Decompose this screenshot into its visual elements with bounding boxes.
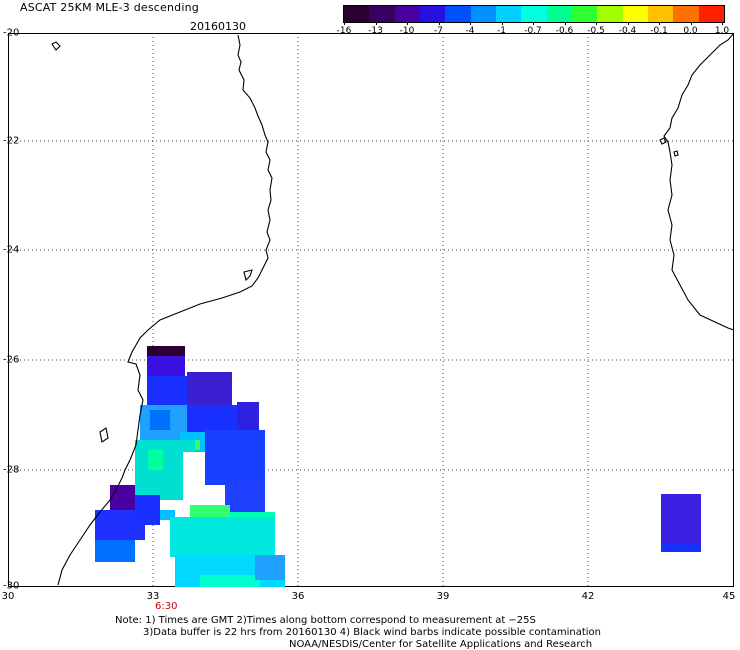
colorbar-label: -0.4 [618, 26, 637, 36]
colorbar-swatch [419, 6, 446, 22]
lat-label: -24 [3, 244, 20, 256]
colorbar-swatch [546, 6, 572, 22]
lon-label: 42 [581, 591, 595, 602]
colorbar-swatch [369, 6, 395, 22]
map-date: 20160130 [190, 20, 246, 33]
colorbar-swatch [495, 6, 522, 22]
wind-swath [95, 346, 701, 587]
colorbar-tick [375, 22, 377, 25]
colorbar-tick [627, 22, 629, 25]
note-line-2: 3)Data buffer is 22 hrs from 20160130 4)… [143, 627, 601, 638]
colorbar-swatch [571, 6, 598, 22]
colorbar-label: 1.0 [714, 26, 730, 36]
colorbar-label: -0.1 [650, 26, 668, 36]
colorbar-swatch [394, 6, 420, 22]
colorbar-tick [533, 22, 534, 25]
map-title: ASCAT 25KM MLE-3 descending [20, 1, 199, 14]
colorbar-tick [722, 22, 723, 25]
colorbar-label: -0.5 [587, 26, 605, 36]
lon-label: 39 [436, 591, 450, 602]
colorbar-tick [659, 22, 660, 25]
lon-label: 33 [146, 591, 160, 602]
colorbar-swatch [622, 6, 648, 22]
colorbar-swatch [647, 6, 674, 22]
colorbar-tick [344, 22, 345, 25]
map-frame [8, 33, 734, 587]
colorbar-tick [470, 22, 471, 25]
coastline [51, 32, 735, 586]
colorbar-label: -13 [368, 26, 383, 36]
lon-label: 30 [1, 591, 15, 602]
colorbar-tick [501, 22, 503, 25]
colorbar [343, 5, 725, 23]
colorbar-swatch [673, 6, 699, 22]
colorbar-swatch [597, 6, 623, 22]
note-line-1: Note: 1) Times are GMT 2)Times along bot… [115, 615, 536, 626]
lat-label: -30 [3, 580, 20, 592]
colorbar-label: -0.7 [524, 26, 542, 36]
note-line-3: NOAA/NESDIS/Center for Satellite Applica… [289, 639, 593, 650]
colorbar-tick [438, 22, 440, 25]
lat-label: -28 [3, 464, 20, 476]
colorbar-tick [564, 22, 566, 25]
colorbar-swatch [445, 6, 471, 22]
colorbar-tick [407, 22, 408, 25]
colorbar-label: -16 [336, 26, 352, 36]
colorbar-tick [690, 22, 692, 25]
lat-label: -26 [3, 354, 20, 366]
colorbar-label: -10 [399, 26, 415, 36]
colorbar-label: -1 [497, 26, 506, 36]
colorbar-label: -7 [434, 26, 443, 36]
colorbar-label: 0.0 [683, 26, 698, 36]
colorbar-swatch [344, 6, 370, 22]
lon-label: 36 [291, 591, 305, 602]
colorbar-swatch [521, 6, 547, 22]
colorbar-swatch [698, 6, 724, 22]
colorbar-label: -4 [465, 26, 475, 36]
lat-label: -22 [3, 135, 20, 147]
lon-label: 45 [722, 591, 736, 602]
time-label: 6:30 [155, 601, 178, 612]
colorbar-swatch [470, 6, 496, 22]
graticule [8, 33, 734, 587]
lat-label: -20 [3, 27, 20, 39]
colorbar-label: -0.6 [555, 26, 574, 36]
colorbar-tick [596, 22, 597, 25]
